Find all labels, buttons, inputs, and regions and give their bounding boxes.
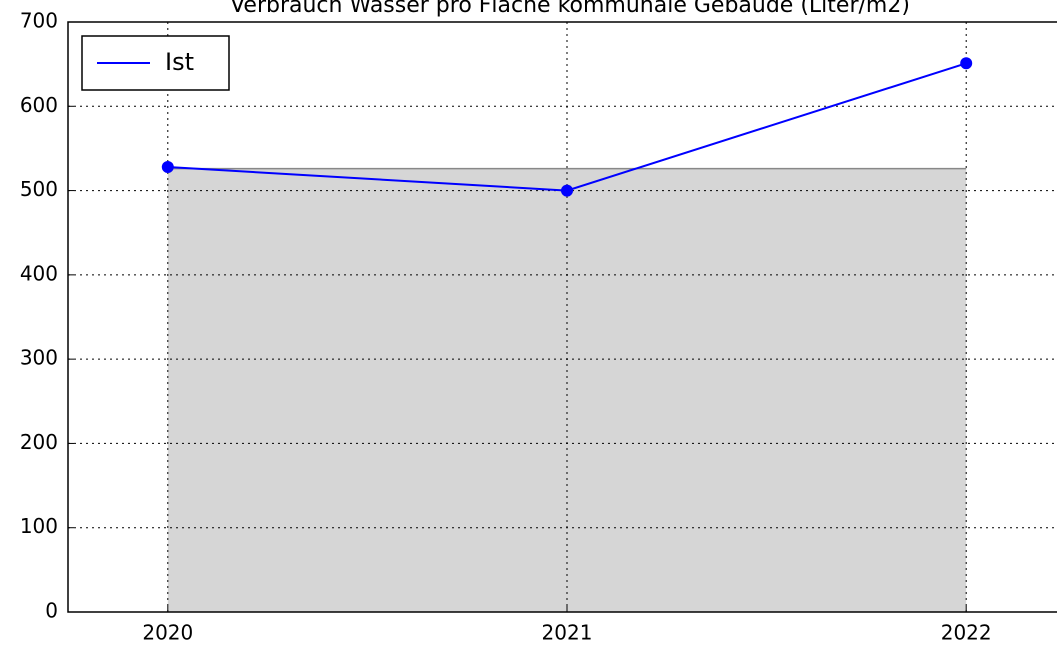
data-point [161,160,174,173]
y-tick-label: 400 [20,261,58,285]
y-tick-label: 600 [20,93,58,117]
data-point [561,184,573,197]
y-tick-label: 700 [20,9,58,33]
y-tick-label: 0 [45,599,58,623]
plot-frame [67,21,1057,613]
y-tick-label: 300 [20,346,58,370]
y-tick-label: 100 [20,514,58,538]
y-tick-label: 500 [20,177,58,201]
chart-title: Verbrauch Wasser pro Fläche kommunale Ge… [230,0,910,18]
reference-area [167,168,967,612]
x-tick-label: 2022 [941,621,992,645]
x-tick-label: 2020 [142,621,193,645]
x-tick-label: 2021 [542,621,593,645]
legend-label: Ist [165,48,194,76]
y-tick-label: 200 [20,430,58,454]
data-point [960,57,973,70]
